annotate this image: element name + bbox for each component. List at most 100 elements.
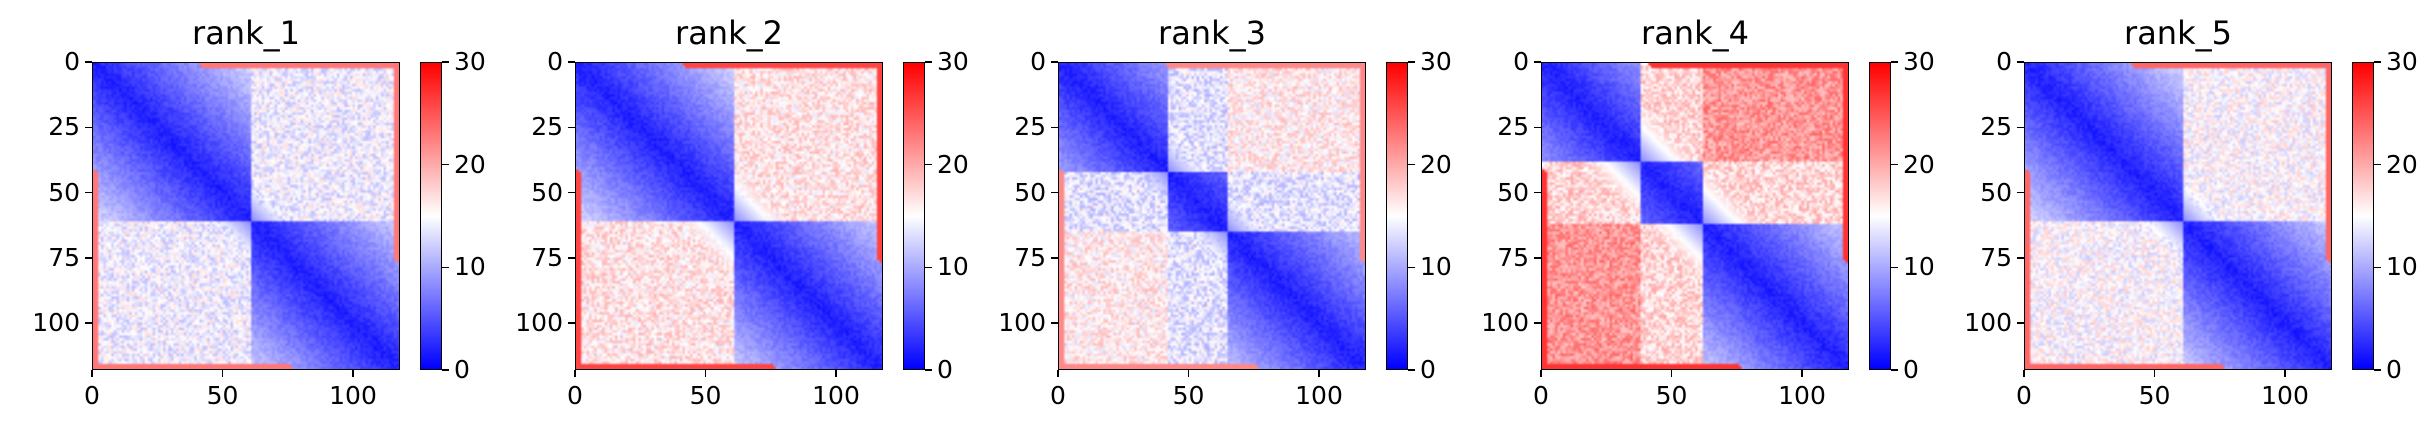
y-tick-mark — [85, 257, 92, 259]
x-tick-label: 50 — [206, 381, 239, 410]
y-tick-mark — [2017, 257, 2024, 259]
colorbar-tick-label: 0 — [937, 355, 953, 384]
x-tick-label: 0 — [84, 381, 100, 410]
colorbar — [1386, 62, 1408, 370]
y-tick-label: 25 — [531, 112, 563, 142]
y-tick-label: 50 — [48, 177, 80, 207]
y-tick-label: 100 — [1964, 308, 2012, 338]
y-tick-mark — [1534, 191, 1541, 194]
y-tick-mark — [1051, 322, 1058, 324]
colorbar-tick-label: 30 — [454, 47, 486, 76]
x-tick-mark — [574, 370, 576, 377]
colorbar-tick-mark — [442, 163, 449, 166]
chart-panel: rank_1 0 25 50 75 100 0 50 100 0 10 20 30 — [0, 0, 486, 438]
colorbar — [903, 62, 925, 370]
x-tick-label: 100 — [329, 381, 377, 410]
chart-panel: rank_2 0 25 50 75 100 0 50 100 0 10 20 30 — [483, 0, 969, 438]
x-tick-label: 100 — [1778, 381, 1826, 410]
colorbar-tick-mark — [2374, 163, 2381, 166]
chart-title: rank_3 — [1158, 14, 1266, 52]
y-tick-label: 100 — [998, 308, 1046, 338]
colorbar-tick-label: 20 — [937, 149, 969, 179]
y-tick-label: 75 — [1980, 242, 2012, 272]
colorbar-tick-mark — [2374, 369, 2381, 371]
colorbar-tick-label: 20 — [1903, 149, 1935, 179]
y-tick-mark — [1534, 61, 1541, 63]
y-tick-label: 25 — [48, 112, 80, 142]
y-tick-label: 0 — [64, 47, 80, 76]
x-tick-label: 0 — [1533, 381, 1549, 410]
heatmap-image — [1058, 62, 1366, 370]
x-tick-label: 100 — [2261, 381, 2309, 410]
colorbar-tick-mark — [1408, 61, 1415, 63]
colorbar-tick-label: 30 — [1420, 47, 1452, 76]
x-tick-mark — [2023, 370, 2025, 377]
x-tick-mark — [1540, 370, 1542, 377]
y-tick-label: 75 — [1014, 242, 1046, 272]
y-tick-label: 100 — [32, 308, 80, 338]
colorbar-tick-label: 10 — [1420, 252, 1452, 282]
y-tick-mark — [1051, 126, 1058, 128]
y-tick-mark — [2017, 322, 2024, 324]
colorbar-tick-label: 30 — [1903, 47, 1935, 76]
colorbar-tick-label: 20 — [1420, 149, 1452, 179]
colorbar-tick-mark — [1408, 266, 1415, 269]
y-tick-label: 0 — [1996, 47, 2012, 76]
colorbar-tick-mark — [442, 266, 449, 269]
y-tick-mark — [2017, 126, 2024, 128]
y-tick-label: 0 — [1513, 47, 1529, 76]
y-tick-label: 0 — [547, 47, 563, 76]
colorbar-tick-mark — [1891, 369, 1898, 371]
x-tick-label: 50 — [689, 381, 722, 410]
heatmap-image — [575, 62, 883, 370]
colorbar-tick-label: 10 — [937, 252, 969, 282]
colorbar-tick-mark — [1891, 61, 1898, 63]
y-tick-mark — [85, 191, 92, 194]
y-tick-mark — [1051, 61, 1058, 63]
y-tick-label: 50 — [1497, 177, 1529, 207]
colorbar-tick-mark — [1891, 163, 1898, 166]
x-tick-label: 50 — [1172, 381, 1205, 410]
x-tick-mark — [2153, 370, 2156, 377]
x-tick-mark — [1318, 370, 1320, 377]
x-tick-mark — [352, 370, 354, 377]
y-tick-label: 100 — [1481, 308, 1529, 338]
chart-panel: rank_4 0 25 50 75 100 0 50 100 0 10 20 30 — [1449, 0, 1935, 438]
y-tick-label: 50 — [1980, 177, 2012, 207]
colorbar-tick-mark — [2374, 266, 2381, 269]
y-tick-mark — [1051, 257, 1058, 259]
y-tick-mark — [85, 126, 92, 128]
colorbar-tick-mark — [442, 61, 449, 63]
y-tick-label: 75 — [1497, 242, 1529, 272]
y-tick-label: 25 — [1980, 112, 2012, 142]
colorbar-tick-mark — [925, 163, 932, 166]
colorbar-tick-label: 20 — [2386, 149, 2418, 179]
y-tick-label: 25 — [1497, 112, 1529, 142]
x-tick-label: 50 — [1655, 381, 1688, 410]
colorbar-tick-mark — [1891, 266, 1898, 269]
colorbar-tick-mark — [925, 61, 932, 63]
colorbar-tick-label: 0 — [2386, 355, 2402, 384]
y-tick-mark — [85, 61, 92, 63]
colorbar-tick-label: 20 — [454, 149, 486, 179]
heatmap-image — [92, 62, 400, 370]
chart-title: rank_4 — [1641, 14, 1749, 52]
colorbar-tick-label: 10 — [1903, 252, 1935, 282]
chart-title: rank_2 — [675, 14, 783, 52]
colorbar-tick-mark — [442, 369, 449, 371]
y-tick-mark — [2017, 191, 2024, 194]
y-tick-label: 50 — [531, 177, 563, 207]
colorbar-tick-mark — [1408, 369, 1415, 371]
x-tick-mark — [221, 370, 224, 377]
y-tick-mark — [2017, 61, 2024, 63]
colorbar-tick-label: 10 — [2386, 252, 2418, 282]
colorbar-tick-label: 30 — [937, 47, 969, 76]
heatmap-image — [1541, 62, 1849, 370]
x-tick-mark — [1057, 370, 1059, 377]
colorbar — [420, 62, 442, 370]
colorbar-tick-label: 0 — [1903, 355, 1919, 384]
x-tick-mark — [704, 370, 707, 377]
x-tick-label: 0 — [2016, 381, 2032, 410]
colorbar-tick-mark — [1408, 163, 1415, 166]
y-tick-label: 0 — [1030, 47, 1046, 76]
